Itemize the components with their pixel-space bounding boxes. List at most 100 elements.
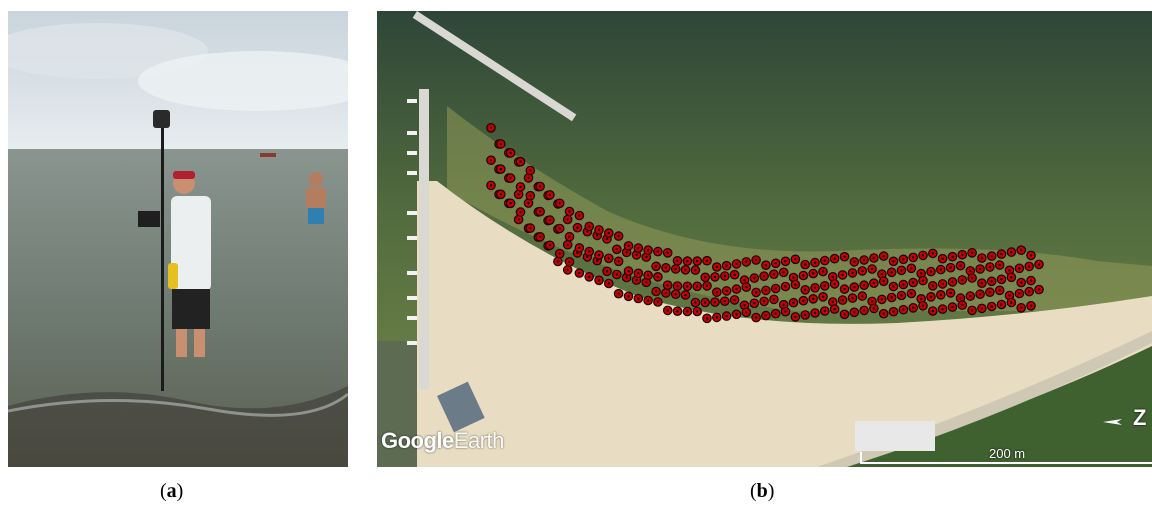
survey-point-center xyxy=(1008,294,1011,297)
survey-point-center xyxy=(902,283,905,286)
survey-point-center xyxy=(607,231,610,235)
survey-point-center xyxy=(920,272,923,275)
survey-point-center xyxy=(625,276,628,279)
survey-point-center xyxy=(578,271,581,275)
survey-point-center xyxy=(969,294,972,298)
survey-point-center xyxy=(802,299,805,302)
survey-markers xyxy=(486,123,1044,324)
survey-point-center xyxy=(586,255,589,259)
survey-point-center xyxy=(872,307,876,310)
survey-point-center xyxy=(576,226,579,229)
survey-point-center xyxy=(509,151,512,155)
survey-point-center xyxy=(762,300,766,303)
survey-point-center xyxy=(568,260,571,264)
survey-point-center xyxy=(792,301,795,304)
survey-point-center xyxy=(715,265,718,269)
survey-point-center xyxy=(725,264,728,267)
survey-point-center xyxy=(588,275,591,278)
survey-point-center xyxy=(499,167,502,171)
survey-point-center xyxy=(890,296,893,299)
survey-point-center xyxy=(578,246,581,250)
survey-point-center xyxy=(684,268,687,271)
survey-point-center xyxy=(1037,263,1041,266)
survey-point-center xyxy=(723,274,726,278)
survey-point-center xyxy=(607,257,610,260)
survey-point-center xyxy=(754,258,758,262)
north-arrow-icon xyxy=(1103,419,1122,425)
survey-point-center xyxy=(861,294,864,298)
survey-point-center xyxy=(627,269,630,273)
survey-point-center xyxy=(929,295,933,298)
survey-point-center xyxy=(666,309,669,312)
survey-point-center xyxy=(566,268,569,272)
survey-point-center xyxy=(870,300,874,303)
survey-point-center xyxy=(684,293,687,297)
survey-point-center xyxy=(566,243,569,246)
survey-point-center xyxy=(941,282,944,286)
survey-point-center xyxy=(804,313,807,317)
survey-point-center xyxy=(713,275,717,279)
survey-point-center xyxy=(1029,304,1033,307)
survey-point-center xyxy=(586,230,589,233)
survey-point-center xyxy=(704,301,707,304)
scale-bar xyxy=(860,452,1152,464)
shallow-water xyxy=(447,106,1152,311)
survey-point-center xyxy=(538,210,542,213)
survey-point-center xyxy=(509,176,512,180)
survey-point-center xyxy=(872,256,876,260)
survey-point-center xyxy=(990,254,993,258)
survey-point-center xyxy=(754,291,758,294)
survey-point-center xyxy=(1018,292,1021,295)
survey-point-center xyxy=(588,225,591,228)
beach xyxy=(417,181,1152,467)
survey-point-center xyxy=(596,259,599,262)
survey-point-center xyxy=(615,248,618,251)
survey-point-center xyxy=(843,255,846,258)
survey-point-center xyxy=(782,271,785,274)
survey-point-center xyxy=(596,234,599,237)
survey-point-center xyxy=(853,311,856,314)
survey-point-center xyxy=(654,265,658,268)
survey-point-center xyxy=(646,248,650,252)
survey-point-center xyxy=(823,284,826,287)
survey-point-center xyxy=(715,291,718,294)
survey-point-center xyxy=(656,300,660,304)
survey-point-center xyxy=(882,312,885,315)
survey-point-center xyxy=(920,297,923,300)
survey-point-center xyxy=(862,309,866,312)
survey-point-center xyxy=(862,258,866,262)
survey-point-center xyxy=(1010,276,1013,279)
survey-point-center xyxy=(910,267,913,270)
survey-point-center xyxy=(794,283,797,286)
survey-point-center xyxy=(578,214,581,217)
survey-point-center xyxy=(880,298,884,301)
survey-point-center xyxy=(605,237,609,241)
survey-point-center xyxy=(617,260,620,263)
survey-point-center xyxy=(961,303,964,307)
survey-point-center xyxy=(645,255,648,259)
survey-point-center xyxy=(519,185,522,189)
survey-point-center xyxy=(1008,269,1011,272)
survey-point-center xyxy=(754,316,758,319)
survey-point-center xyxy=(627,244,630,248)
photo-surveyor xyxy=(8,11,348,467)
survey-point-center xyxy=(548,193,552,197)
survey-point-center xyxy=(696,310,699,313)
survey-point-center xyxy=(921,279,925,282)
survey-point-center xyxy=(509,202,512,205)
survey-point-center xyxy=(627,295,630,298)
bather xyxy=(306,172,326,224)
survey-point-center xyxy=(558,252,561,255)
survey-point-center xyxy=(713,300,717,304)
survey-point-center xyxy=(1020,281,1023,284)
survey-point-center xyxy=(489,126,493,129)
survey-point-center xyxy=(774,262,777,265)
survey-point-center xyxy=(725,314,728,318)
aerial-map: GoogleEarth 200 m Z xyxy=(377,11,1152,467)
survey-point-center xyxy=(725,289,728,293)
survey-point-center xyxy=(527,201,530,205)
survey-point-center xyxy=(892,285,895,288)
shore xyxy=(8,386,348,467)
survey-point-center xyxy=(823,259,826,262)
survey-point-center xyxy=(735,287,738,291)
